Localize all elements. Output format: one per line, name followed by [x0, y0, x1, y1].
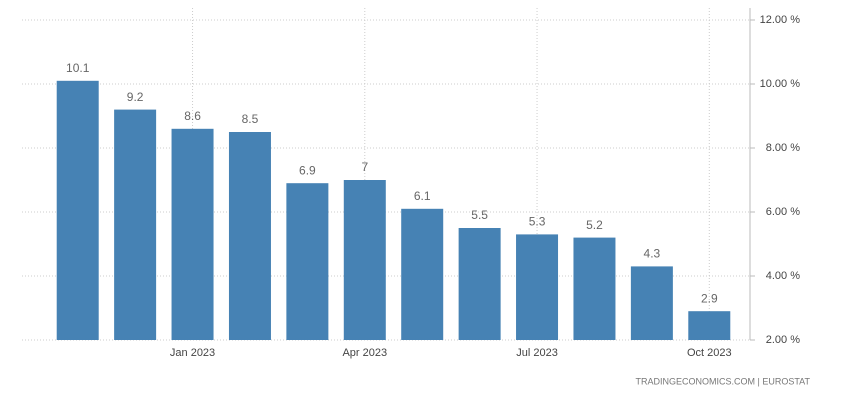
y-tick-label: 4.00 % — [766, 270, 800, 282]
y-tick-label: 8.00 % — [766, 142, 800, 154]
x-tick-label: Oct 2023 — [687, 347, 732, 359]
y-tick-label: 6.00 % — [766, 206, 800, 218]
bar — [228, 132, 271, 340]
x-tick-label: Apr 2023 — [342, 347, 387, 359]
source: TRADINGECONOMICS.COM | EUROSTAT — [635, 376, 810, 386]
bar — [516, 234, 559, 340]
y-tick-label: 10.00 % — [760, 78, 801, 90]
bar — [286, 183, 329, 340]
bar — [343, 180, 386, 340]
value-label: 5.3 — [529, 215, 546, 229]
value-label: 8.5 — [242, 112, 259, 126]
x-tick-label: Jul 2023 — [516, 347, 558, 359]
value-label: 5.2 — [586, 218, 603, 232]
value-label: 6.9 — [299, 163, 316, 177]
value-label: 9.2 — [127, 90, 144, 104]
value-label: 2.9 — [701, 291, 718, 305]
x-tick-label: Jan 2023 — [170, 347, 215, 359]
value-label: 7 — [361, 160, 368, 174]
bar — [401, 208, 444, 340]
bar — [114, 109, 157, 340]
bar — [630, 266, 673, 340]
bar — [171, 128, 214, 340]
value-label: 8.6 — [184, 109, 201, 123]
bar — [573, 237, 616, 340]
bar — [688, 311, 731, 340]
bar — [56, 80, 99, 341]
y-tick-label: 2.00 % — [766, 334, 800, 346]
value-label: 6.1 — [414, 189, 431, 203]
y-tick-label: 12.00 % — [760, 14, 801, 26]
bar — [458, 228, 501, 340]
value-label: 5.5 — [471, 208, 488, 222]
value-label: 4.3 — [644, 247, 661, 261]
value-label: 10.1 — [66, 61, 90, 75]
